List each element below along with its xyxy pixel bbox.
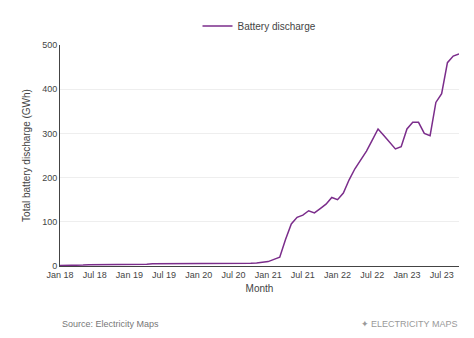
svg-text:Jul 19: Jul 19 [152,270,176,280]
svg-text:Month: Month [246,283,274,294]
svg-text:300: 300 [42,129,57,139]
svg-text:Battery discharge: Battery discharge [238,21,316,32]
svg-text:Jan 18: Jan 18 [46,270,73,280]
svg-text:100: 100 [42,217,57,227]
svg-text:Jul 18: Jul 18 [83,270,107,280]
svg-text:Total battery discharge (GWh): Total battery discharge (GWh) [21,89,32,222]
svg-text:Jan 23: Jan 23 [393,270,420,280]
svg-text:0: 0 [52,261,57,271]
svg-text:Jan 21: Jan 21 [255,270,282,280]
svg-text:Jan 19: Jan 19 [116,270,143,280]
svg-text:400: 400 [42,84,57,94]
svg-text:Jul 22: Jul 22 [360,270,384,280]
svg-text:Jan 20: Jan 20 [185,270,212,280]
svg-text:Source: Electricity Maps: Source: Electricity Maps [62,319,159,329]
svg-text:200: 200 [42,173,57,183]
svg-text:Jan 22: Jan 22 [324,270,351,280]
svg-text:✦ ELECTRICITY MAPS: ✦ ELECTRICITY MAPS [361,319,457,329]
svg-text:Jul 20: Jul 20 [221,270,245,280]
svg-text:500: 500 [42,40,57,50]
svg-text:Jul 23: Jul 23 [430,270,454,280]
svg-text:Jul 21: Jul 21 [291,270,315,280]
